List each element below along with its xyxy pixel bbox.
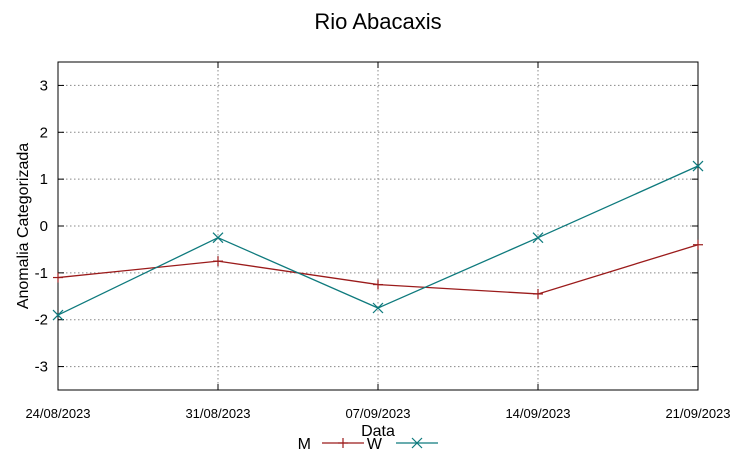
legend-label-W: W	[367, 436, 383, 453]
y-tick-label: 2	[40, 124, 48, 141]
x-tick-label: 14/09/2023	[505, 406, 570, 421]
y-tick-label: 0	[40, 218, 48, 235]
data-point-W	[52, 309, 64, 321]
grid-lines	[58, 62, 698, 390]
y-tick-label: 1	[40, 171, 48, 188]
legend-marker-M	[338, 438, 348, 448]
y-axis-label: Anomalia Categorizada	[15, 143, 32, 309]
x-tick-label: 07/09/2023	[345, 406, 410, 421]
axis-ticks: 3 2 1 0 -1 -2 -3 24/08/2023 31/08/2023 07/09/2023…	[25, 62, 731, 421]
data-point-M	[693, 239, 703, 250]
legend-label-M: M	[298, 436, 311, 453]
chart-title: Rio Abacaxis	[314, 9, 441, 34]
legend-marker-W	[411, 437, 423, 449]
y-tick-label: -2	[35, 312, 48, 329]
data-point-M	[533, 288, 543, 299]
y-tick-label: -1	[35, 265, 48, 282]
x-tick-label: 24/08/2023	[25, 406, 90, 421]
series-layer	[52, 160, 704, 321]
data-point-W	[212, 232, 224, 244]
data-point-M	[53, 272, 63, 283]
data-point-M	[213, 256, 223, 267]
data-point-W	[692, 160, 704, 172]
data-point-M	[373, 279, 383, 290]
y-tick-label: -3	[35, 359, 48, 376]
x-axis-label: Data	[361, 423, 395, 440]
data-point-W	[372, 302, 384, 314]
x-tick-label: 31/08/2023	[185, 406, 250, 421]
data-point-W	[532, 232, 544, 244]
series-line-W	[57, 165, 699, 316]
x-tick-label: 21/09/2023	[665, 406, 730, 421]
y-tick-label: 3	[40, 77, 48, 94]
